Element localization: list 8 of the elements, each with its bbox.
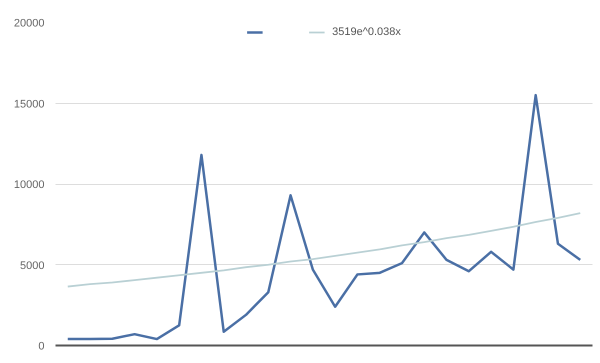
line-series — [66, 94, 582, 340]
y-tick-label: 15000 — [14, 98, 45, 110]
y-tick-label: 10000 — [14, 179, 45, 191]
y-tick-label: 0 — [38, 340, 45, 352]
line-series — [66, 212, 582, 288]
y-tick-label: 20000 — [14, 18, 45, 30]
legend-label: 3519e^0.038x — [332, 26, 401, 38]
y-tick-label: 5000 — [20, 260, 45, 272]
